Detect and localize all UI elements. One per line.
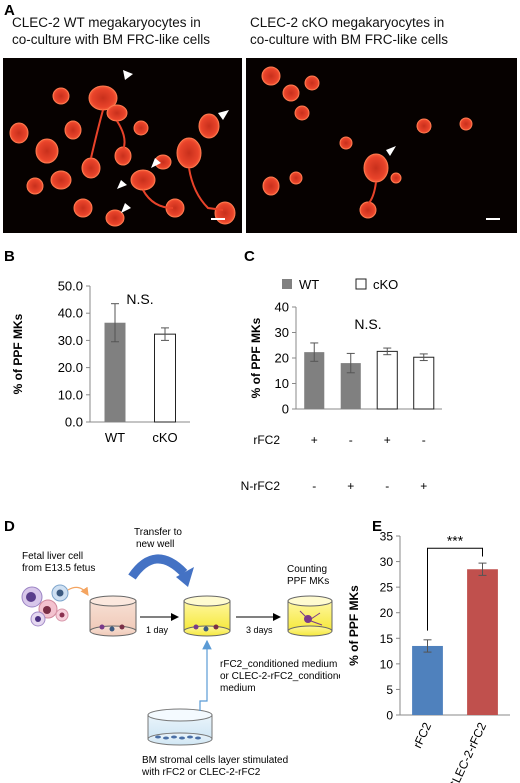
- table-row-label: PDPN-rFC2: [240, 479, 280, 493]
- fetal-label-1: Fetal liver cell: [22, 551, 83, 562]
- counting-label-2: PPF MKs: [287, 576, 329, 587]
- micrograph-cko-image: [261, 66, 500, 220]
- chart-e: 0 5 10 15 20 25 30 35 % of PPF MKs rFC2 CLEC-2-rFC…: [347, 530, 510, 783]
- bar: [154, 333, 176, 423]
- y-tick-label: 10: [380, 657, 394, 671]
- table-cell: -: [385, 479, 389, 493]
- stromal-dish-icon: [147, 708, 213, 746]
- bar: [340, 363, 361, 409]
- bar: [376, 350, 398, 410]
- chart-c: 0 10 20 30 40 % of PPF MKs N.S. WT cKO rFC2 + - + - PD…: [240, 277, 442, 493]
- counting-label-1: Counting: [287, 564, 327, 575]
- table-row-label: rFC2: [253, 433, 280, 447]
- medium-label-1: rFC2_conditioned medium: [220, 659, 337, 670]
- y-tick-label: 15: [380, 632, 394, 646]
- y-tick-label: 30: [380, 555, 394, 569]
- dish-3-icon: [287, 595, 333, 637]
- panel-a-left-caption: CLEC-2 WT megakaryocytes in co-culture w…: [12, 14, 210, 48]
- y-tick-label: 20.0: [58, 360, 83, 375]
- y-tick-label: 0.0: [65, 415, 83, 430]
- panel-e-letter: E: [372, 518, 383, 535]
- left-caption-line-1: CLEC-2 WT megakaryocytes in: [12, 15, 201, 30]
- y-tick-label: 0: [282, 402, 289, 417]
- stromal-label-2: with rFC2 or CLEC-2-rFC2: [141, 767, 261, 778]
- medium-label-3: medium: [220, 683, 256, 694]
- panel-a-right-caption: CLEC-2 cKO megakaryocytes in co-culture …: [250, 14, 448, 48]
- left-caption-line-2: co-culture with BM FRC-like cells: [12, 32, 211, 47]
- bar: [413, 356, 435, 410]
- table-cell: +: [347, 479, 354, 493]
- panel-d-letter: D: [4, 518, 15, 535]
- y-axis-label: % of PPF MKs: [347, 585, 361, 666]
- y-tick-label: 20: [380, 606, 394, 620]
- significance-bracket: [427, 547, 483, 631]
- y-tick-label: 30.0: [58, 333, 83, 348]
- x-tick-label: cKO: [152, 430, 177, 445]
- panel-b-letter: B: [4, 248, 15, 265]
- dish-1-icon: [89, 595, 137, 637]
- y-tick-label: 35: [380, 530, 394, 544]
- one-day-label: 1 day: [146, 625, 169, 635]
- bar: [304, 352, 325, 409]
- y-tick-label: 25: [380, 581, 394, 595]
- bar: [104, 322, 126, 422]
- legend-swatch: [355, 278, 367, 290]
- bar: [467, 569, 498, 715]
- y-tick-label: 50.0: [58, 279, 83, 294]
- y-tick-label: 10: [275, 376, 289, 391]
- table-cell: +: [420, 479, 427, 493]
- panel-a-letter: A: [4, 2, 15, 19]
- bar: [412, 645, 443, 715]
- ns-annotation: N.S.: [126, 291, 153, 307]
- y-tick-label: 0: [386, 709, 393, 723]
- fetal-label-2: from E13.5 fetus: [22, 563, 95, 574]
- table-cell: +: [311, 433, 318, 447]
- y-tick-label: 10.0: [58, 387, 83, 402]
- stromal-label-1: BM stromal cells layer stimulated: [142, 755, 288, 766]
- y-tick-label: 5: [386, 683, 393, 697]
- chart-b: 0.0 10.0 20.0 30.0 40.0 50.0 % of PPF MKs WT cKO…: [11, 279, 190, 445]
- micrograph-wt-image: [9, 70, 236, 227]
- x-tick-label: rFC2: [410, 720, 434, 750]
- x-tick-label: CLEC-2-rFC2: [446, 720, 490, 783]
- table-cell: -: [422, 433, 426, 447]
- x-tick-label: WT: [105, 430, 125, 445]
- y-axis-label: % of PPF MKs: [11, 313, 25, 394]
- y-axis-label: % of PPF MKs: [249, 317, 263, 398]
- significance-label: ***: [447, 532, 464, 548]
- table-cell: -: [349, 433, 353, 447]
- micrograph-cko: [246, 58, 517, 233]
- right-caption-line-2: co-culture with BM FRC-like cells: [250, 32, 449, 47]
- micrograph-wt: [3, 58, 242, 233]
- right-caption-line-1: CLEC-2 cKO megakaryocytes in: [250, 15, 445, 30]
- transfer-label-2: new well: [136, 539, 174, 550]
- three-days-label: 3 days: [246, 625, 273, 635]
- fetal-cells-icon: [21, 584, 69, 627]
- transfer-arrow-icon: [128, 554, 188, 580]
- y-tick-label: 20: [275, 351, 289, 366]
- table-cell: +: [384, 433, 391, 447]
- schematic-d: Fetal liver cell from E13.5 fetus Transf…: [21, 527, 340, 778]
- transfer-label-1: Transfer to: [134, 527, 182, 538]
- medium-label-2: or CLEC-2-rFC2_conditioned: [220, 671, 340, 682]
- y-tick-label: 40.0: [58, 306, 83, 321]
- y-tick-label: 30: [275, 325, 289, 340]
- y-tick-label: 40: [275, 300, 289, 315]
- legend-label: cKO: [373, 277, 398, 292]
- legend-swatch: [282, 279, 292, 289]
- panel-c-letter: C: [244, 248, 255, 265]
- legend-label: WT: [299, 277, 319, 292]
- table-cell: -: [312, 479, 316, 493]
- dish-2-icon: [183, 595, 231, 637]
- ns-annotation: N.S.: [354, 316, 381, 332]
